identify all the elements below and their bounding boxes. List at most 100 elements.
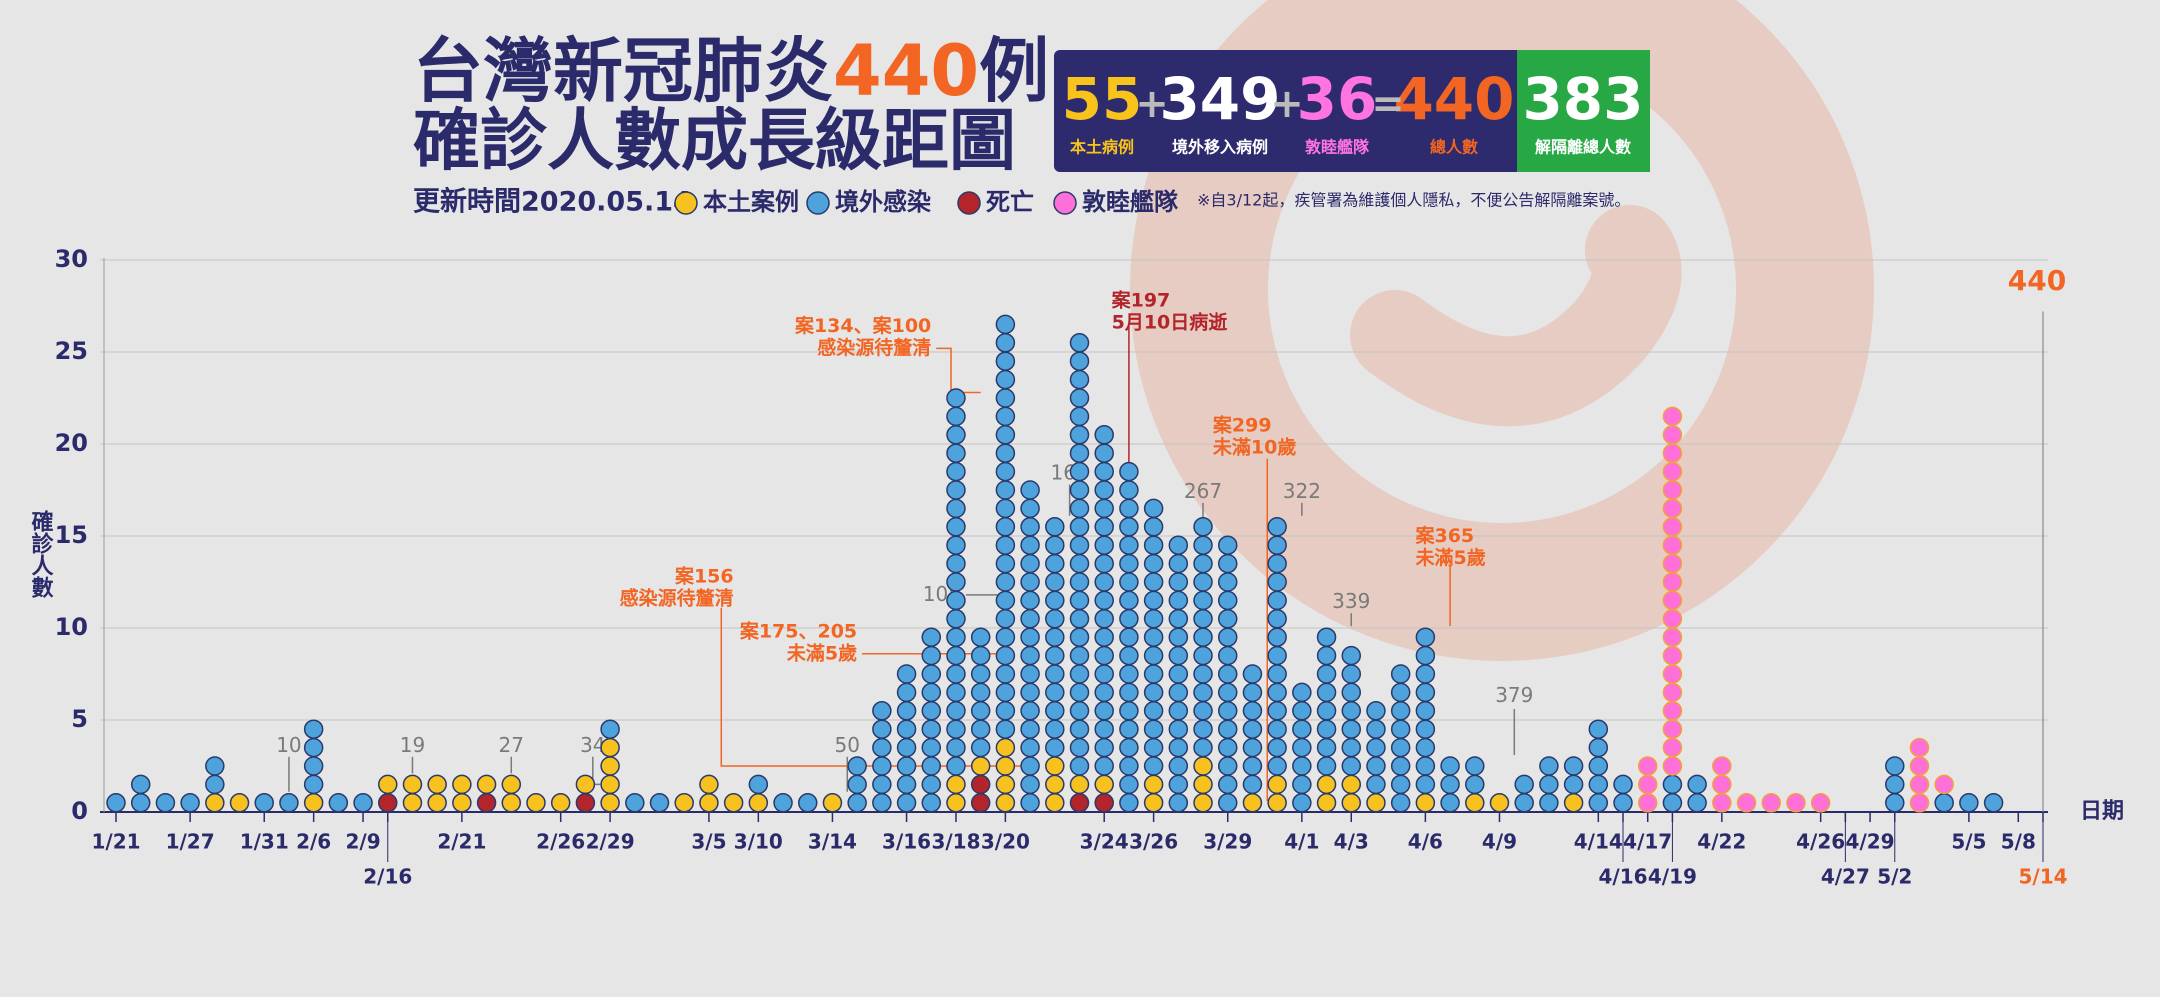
- annotation-line: 未滿5歲: [1414, 546, 1485, 569]
- summary-label: 本土病例: [1070, 138, 1134, 157]
- case-dot: [1193, 737, 1213, 758]
- case-dot: [995, 461, 1016, 482]
- case-dot: [921, 664, 942, 684]
- case-dot: [1588, 737, 1609, 758]
- case-dot: [995, 351, 1016, 371]
- x-tick-label: 3/26: [1129, 830, 1178, 854]
- case-dot: [1415, 664, 1436, 684]
- legend-label: 本土案例: [703, 188, 799, 216]
- case-dot: [1786, 793, 1806, 813]
- case-dot: [1069, 535, 1090, 555]
- case-dot: [1094, 682, 1114, 703]
- case-dot: [872, 737, 892, 758]
- case-dot: [847, 756, 867, 776]
- case-dot: [1168, 645, 1189, 666]
- case-dot: [1341, 756, 1362, 776]
- case-dot: [378, 793, 398, 813]
- case-dot: [1069, 369, 1090, 390]
- case-dot: [1069, 517, 1090, 537]
- case-dot: [995, 553, 1016, 574]
- case-dot: [1242, 793, 1263, 813]
- case-dot: [279, 793, 299, 813]
- case-dot: [1069, 737, 1090, 758]
- annotation: 10: [276, 732, 301, 756]
- case-dot: [1267, 701, 1287, 721]
- case-dot: [378, 774, 398, 795]
- case-dot: [303, 719, 324, 739]
- case-dot: [550, 793, 571, 813]
- case-dot: [1094, 737, 1114, 758]
- case-dot: [1069, 443, 1090, 463]
- case-dot: [1143, 517, 1164, 537]
- case-dot: [872, 719, 892, 739]
- case-dot: [1045, 793, 1065, 813]
- case-dot: [1094, 498, 1114, 519]
- y-tick-label: 5: [71, 705, 88, 733]
- case-dot: [1168, 590, 1189, 611]
- case-dot: [1662, 498, 1683, 519]
- case-dot: [1217, 609, 1238, 629]
- case-dot: [1588, 756, 1609, 776]
- case-dot: [1069, 553, 1090, 574]
- case-dot: [1909, 774, 1930, 795]
- case-dot: [872, 701, 892, 721]
- case-dot: [1662, 793, 1683, 813]
- case-dot: [1119, 701, 1139, 721]
- x-tick-label: 1/27: [166, 830, 215, 854]
- case-dot: [1119, 627, 1139, 647]
- case-dot: [205, 793, 225, 813]
- case-dot: [1020, 793, 1040, 813]
- case-dot: [896, 664, 917, 684]
- case-dot: [1341, 701, 1362, 721]
- annotation-line: 50: [835, 732, 860, 756]
- summary-operator: +: [1270, 81, 1304, 127]
- case-dot: [1119, 572, 1139, 592]
- case-dot: [1316, 719, 1337, 739]
- case-dot: [1193, 645, 1213, 666]
- case-dot: [1662, 406, 1683, 427]
- case-dot: [1094, 609, 1114, 629]
- case-dot: [180, 793, 200, 813]
- case-dot: [995, 314, 1016, 335]
- annotation-line: 案299: [1212, 413, 1272, 436]
- case-dot: [1193, 682, 1213, 703]
- case-dot: [1662, 590, 1683, 611]
- x-tick-label: 4/6: [1408, 830, 1443, 854]
- case-dot: [1069, 333, 1090, 353]
- case-dot: [1119, 774, 1139, 795]
- case-dot: [1316, 737, 1337, 758]
- case-dot: [1909, 756, 1930, 776]
- case-dot: [427, 793, 447, 813]
- case-dot: [872, 756, 892, 776]
- case-dot: [1193, 756, 1213, 776]
- case-dot: [1094, 627, 1114, 647]
- case-dot: [946, 461, 966, 482]
- y-tick-label: 0: [71, 797, 88, 825]
- case-dot: [1094, 756, 1114, 776]
- case-dot: [1934, 793, 1954, 813]
- case-dot: [1440, 756, 1460, 776]
- case-dot: [1193, 793, 1213, 813]
- x-tick-label: 3/10: [734, 830, 783, 854]
- case-dot: [995, 719, 1016, 739]
- annotation: 案134、案100 感染源待釐清: [794, 314, 931, 359]
- case-dot: [1242, 664, 1263, 684]
- case-dot: [1094, 480, 1114, 500]
- x-tick-label: 2/6: [296, 830, 331, 854]
- case-dot: [822, 793, 843, 813]
- x-tick-label: 4/29: [1846, 830, 1895, 854]
- x-tick-label: 2/29: [586, 830, 635, 854]
- case-dot: [600, 756, 620, 776]
- x-tick-label: 4/27: [1821, 865, 1870, 889]
- case-dot: [1020, 572, 1040, 592]
- case-dot: [921, 701, 942, 721]
- case-dot: [1390, 682, 1411, 703]
- case-dot: [1959, 793, 1979, 813]
- case-dot: [1588, 774, 1609, 795]
- case-dot: [748, 793, 769, 813]
- case-dot: [995, 388, 1016, 408]
- x-tick-label: 1/31: [240, 830, 289, 854]
- case-dot: [1316, 756, 1337, 776]
- x-tick-label: 3/24: [1080, 830, 1129, 854]
